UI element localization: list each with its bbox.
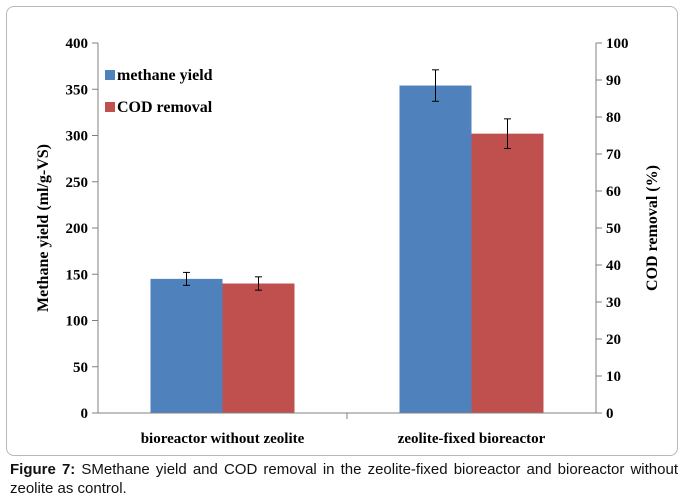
legend-label: methane yield — [117, 67, 213, 84]
y2-axis-title: COD removal (%) — [644, 165, 661, 291]
y2-tick-label: 30 — [606, 295, 621, 311]
bar-cod-removal — [471, 133, 544, 413]
y2-tick-label: 80 — [606, 110, 621, 126]
y-tick-label: 400 — [66, 36, 89, 52]
y-tick-label: 200 — [66, 221, 89, 237]
y-tick-label: 350 — [66, 82, 89, 98]
category-labels: bioreactor without zeolite zeolite-fixed … — [141, 413, 546, 447]
y-tick-label: 300 — [66, 129, 89, 145]
category-label: bioreactor without zeolite — [141, 431, 305, 447]
figure-caption: Figure 7: SMethane yield and COD removal… — [10, 460, 678, 498]
legend-label: COD removal — [117, 99, 213, 116]
left-axis-ticks: 0 50 100 150 200 250 300 350 400 — [66, 36, 98, 422]
y2-tick-label: 10 — [606, 369, 621, 385]
y-tick-label: 0 — [81, 406, 89, 422]
y2-tick-label: 50 — [606, 221, 621, 237]
legend-swatch — [105, 70, 115, 80]
bar-cod-removal — [222, 283, 295, 413]
y2-tick-label: 40 — [606, 258, 621, 274]
y-tick-label: 150 — [66, 267, 89, 283]
y2-tick-label: 60 — [606, 184, 621, 200]
category-label: zeolite-fixed bioreactor — [398, 431, 546, 447]
legend: methane yield COD removal — [105, 67, 213, 116]
y2-tick-label: 90 — [606, 73, 621, 89]
caption-label: Figure 7: — [10, 461, 76, 478]
legend-swatch — [105, 102, 115, 112]
y-tick-label: 50 — [73, 360, 88, 376]
chart-frame: 0 50 100 150 200 250 300 350 400 0 10 20 30 40 50 60 70… — [6, 6, 678, 456]
y2-tick-label: 20 — [606, 332, 621, 348]
y-tick-label: 100 — [66, 314, 89, 330]
bar-methane-yield — [399, 85, 472, 414]
y2-tick-label: 70 — [606, 147, 621, 163]
bar-chart: 0 50 100 150 200 250 300 350 400 0 10 20 30 40 50 60 70… — [35, 36, 661, 447]
y-axis-title: Methane yield (ml/g-VS) — [35, 144, 52, 312]
right-axis-ticks: 0 10 20 30 40 50 60 70 80 90 100 — [596, 36, 629, 422]
bars-group — [150, 85, 544, 414]
y2-tick-label: 100 — [606, 36, 629, 52]
caption-text: SMethane yield and COD removal in the ze… — [10, 461, 678, 497]
y2-tick-label: 0 — [606, 406, 614, 422]
bar-methane-yield — [150, 278, 223, 413]
y-tick-label: 250 — [66, 175, 89, 191]
error-bars-group — [183, 69, 511, 291]
